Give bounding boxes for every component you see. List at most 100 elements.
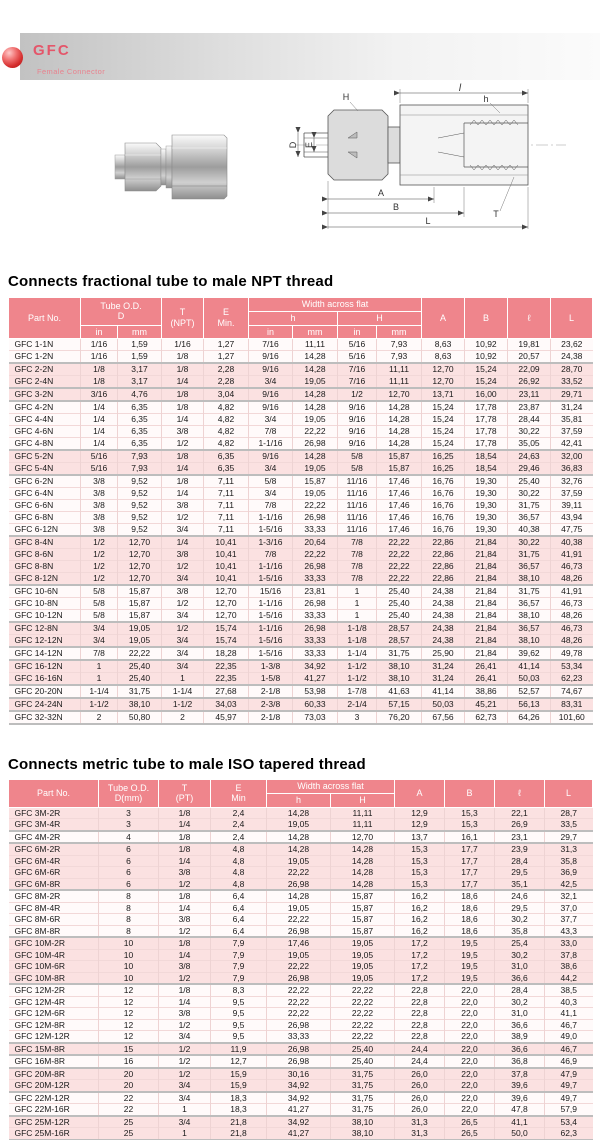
value-cell: 3/4 — [161, 659, 204, 673]
value-cell: 2-1/8 — [248, 684, 293, 699]
value-cell: 53,34 — [550, 659, 593, 673]
value-cell: 9/16 — [337, 437, 377, 451]
value-cell: 36,8 — [494, 1054, 545, 1068]
value-cell: 1/2 — [161, 511, 204, 524]
value-cell: 5/8 — [337, 449, 377, 463]
value-cell: 3/8 — [158, 866, 211, 879]
header-tube-od: Tube O.D. D — [80, 297, 162, 326]
value-cell: 1-1/16 — [248, 621, 293, 635]
dim-bottom-extensions — [327, 181, 529, 229]
value-cell: 23,87 — [507, 400, 551, 414]
value-cell: 12 — [98, 1018, 159, 1031]
value-cell: 33,33 — [292, 572, 338, 586]
value-cell: 1/4 — [158, 901, 211, 914]
value-cell: 9/16 — [248, 362, 293, 376]
value-cell: 19,05 — [330, 971, 395, 985]
value-cell: 31,24 — [421, 659, 465, 673]
value-cell: 6,4 — [210, 901, 267, 914]
table-row: GFC 6-2N 3/8 9,52 1/8 7,11 5/8 15,87 11/16 17,46… — [8, 474, 593, 488]
dim-label-B: B — [393, 202, 399, 212]
part-no-cell: GFC 3-2N — [8, 387, 81, 402]
value-cell: 3 — [98, 807, 159, 819]
value-cell: 1,27 — [203, 338, 249, 351]
value-cell: 7/8 — [248, 499, 293, 512]
value-cell: 4 — [98, 829, 159, 844]
value-cell: 46,73 — [550, 597, 593, 610]
value-cell: 15 — [98, 1041, 159, 1056]
part-no-cell: GFC 5-2N — [8, 449, 81, 463]
value-cell: 1-1/8 — [337, 621, 377, 635]
header-line: D — [117, 311, 125, 322]
value-cell: 41,1 — [494, 1114, 545, 1128]
value-cell: 22,86 — [421, 535, 465, 549]
value-cell: 3/4 — [248, 413, 293, 426]
value-cell: 6,35 — [117, 400, 162, 414]
value-cell: 7,11 — [203, 474, 249, 488]
value-cell: 34,92 — [266, 1090, 331, 1104]
value-cell: 15,24 — [421, 425, 465, 438]
value-cell: 22,8 — [394, 1007, 445, 1020]
value-cell: 1-1/2 — [161, 697, 204, 712]
value-cell: 3/8 — [158, 913, 211, 926]
table-row: GFC 5-4N 5/16 7,93 1/4 6,35 3/4 19,05 5/8 15,87 1… — [8, 462, 593, 476]
value-cell: 21,84 — [464, 560, 508, 573]
value-cell: 3/4 — [80, 634, 118, 648]
table-row: GFC 4-2N 1/4 6,35 1/8 4,82 9/16 14,28 9/16 14,28… — [8, 400, 593, 414]
value-cell: 6,35 — [117, 413, 162, 426]
value-cell: 24,38 — [421, 584, 465, 598]
value-cell: 31,0 — [494, 960, 545, 973]
value-cell: 22,0 — [444, 1007, 495, 1020]
value-cell: 3/8 — [158, 960, 211, 973]
value-cell: 10 — [98, 960, 159, 973]
value-cell: 25,40 — [330, 1041, 395, 1056]
value-cell: 34,92 — [292, 659, 338, 673]
value-cell: 10 — [98, 936, 159, 950]
value-cell: 3/8 — [161, 425, 204, 438]
part-no-cell: GFC 6-2N — [8, 474, 81, 488]
value-cell: 19,5 — [444, 971, 495, 985]
header-width-across-flat: Width across flat — [247, 297, 423, 312]
value-cell: 33,33 — [292, 609, 338, 623]
table-row: GFC 6M-6R 6 3/8 4,8 22,22 14,28 15,3 17,7 29,5 36… — [8, 866, 593, 879]
table-row: GFC 12M-12R 12 3/4 9,5 33,33 22,22 22,8 22,0 38,… — [8, 1030, 593, 1043]
value-cell: 44,2 — [544, 971, 593, 985]
value-cell: 22,22 — [375, 572, 422, 586]
header-thread: T (NPT) — [161, 296, 204, 340]
value-cell: 11/16 — [337, 499, 377, 512]
value-cell: 19,05 — [266, 818, 331, 831]
header-h-small: h — [248, 310, 338, 326]
value-cell: 31,0 — [494, 1007, 545, 1020]
value-cell: 10,41 — [203, 535, 249, 549]
value-cell: 60,33 — [292, 697, 338, 712]
value-cell: 32,00 — [550, 449, 593, 463]
table-row: GFC 2-2N 1/8 3,17 1/8 2,28 9/16 14,28 7/16 11,11… — [8, 362, 593, 376]
value-cell: 12,70 — [330, 829, 395, 844]
value-cell: 5/8 — [80, 597, 118, 610]
value-cell: 16,76 — [421, 499, 465, 512]
value-cell: 1/16 — [161, 338, 204, 351]
value-cell: 19,05 — [117, 621, 162, 635]
value-cell: 12 — [98, 995, 159, 1008]
value-cell: 7/8 — [248, 548, 293, 561]
value-cell: 31,75 — [507, 584, 551, 598]
value-cell: 22,22 — [375, 560, 422, 573]
value-cell: 22,22 — [330, 995, 395, 1008]
value-cell: 3/8 — [161, 548, 204, 561]
value-cell: 16,1 — [444, 829, 495, 844]
value-cell: 21,84 — [464, 597, 508, 610]
value-cell: 17,7 — [444, 842, 495, 856]
table-row: GFC 6-4N 3/8 9,52 1/4 7,11 3/4 19,05 11/16 17,46… — [8, 487, 593, 500]
header-unit-mm: mm — [292, 324, 338, 340]
table-row: GFC 12M-8R 12 1/2 9,5 26,98 22,22 22,8 22,0 36,6… — [8, 1018, 593, 1031]
value-cell: 37,8 — [494, 1066, 545, 1080]
value-cell: 1/2 — [337, 387, 377, 402]
value-cell: 6,35 — [117, 425, 162, 438]
value-cell: 25,40 — [117, 659, 162, 673]
dim-label-A: A — [378, 188, 384, 198]
value-cell: 34,92 — [266, 1114, 331, 1128]
value-cell: 7,9 — [210, 948, 267, 961]
value-cell: 12,70 — [203, 584, 249, 598]
brand-banner — [20, 33, 600, 80]
value-cell: 19,5 — [444, 936, 495, 950]
value-cell: 19,05 — [117, 634, 162, 648]
